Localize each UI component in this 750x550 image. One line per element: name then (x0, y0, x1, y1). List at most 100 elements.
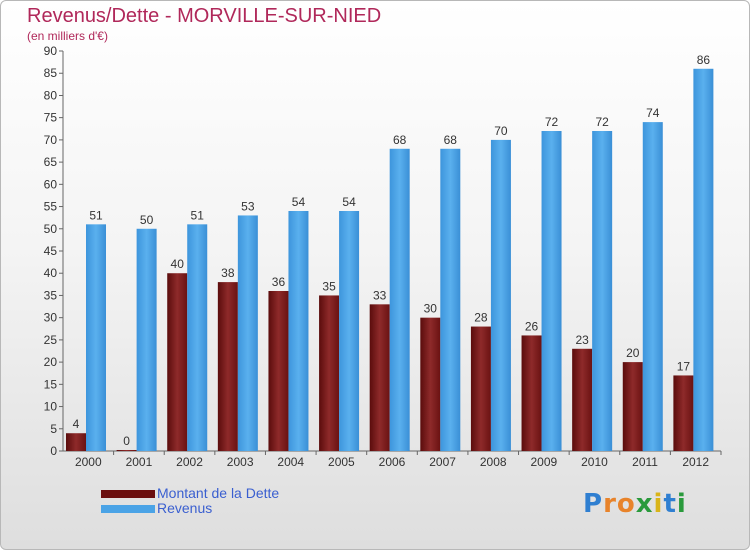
data-label-revenus: 86 (697, 53, 711, 67)
data-label-dette: 20 (626, 346, 640, 360)
bar-revenus (693, 68, 714, 452)
data-label-revenus: 74 (646, 106, 660, 120)
x-tick-label: 2011 (632, 455, 658, 469)
bar-dette (217, 282, 238, 451)
data-label-dette: 38 (221, 266, 235, 280)
data-label-revenus: 53 (241, 199, 255, 213)
y-tick-label: 20 (44, 355, 58, 369)
bar-dette (319, 295, 340, 451)
data-label-revenus: 54 (292, 195, 306, 209)
data-label-dette: 23 (575, 333, 589, 347)
bar-revenus (642, 122, 663, 451)
data-label-dette: 30 (424, 302, 438, 316)
data-label-dette: 26 (525, 319, 539, 333)
data-label-revenus: 68 (444, 133, 458, 147)
bar-revenus (237, 215, 258, 451)
logo-letter: r (603, 489, 617, 519)
x-tick-label: 2004 (277, 455, 304, 469)
y-tick-label: 25 (44, 333, 58, 347)
data-label-dette: 28 (474, 311, 488, 325)
bar-revenus (592, 131, 613, 451)
data-label-revenus: 70 (494, 124, 508, 138)
x-tick-label: 2001 (126, 455, 153, 469)
x-tick-label: 2007 (429, 455, 456, 469)
data-label-revenus: 50 (140, 213, 154, 227)
x-tick-label: 2003 (227, 455, 254, 469)
data-label-revenus: 54 (342, 195, 356, 209)
bar-revenus (288, 211, 309, 451)
bar-dette (116, 450, 137, 451)
y-tick-label: 35 (44, 288, 58, 302)
bar-dette (66, 433, 86, 451)
logo-letter: o (616, 489, 636, 519)
logo-letter: P (583, 489, 604, 519)
y-tick-label: 40 (44, 266, 58, 280)
y-tick-label: 80 (44, 88, 58, 102)
x-tick-label: 2008 (480, 455, 507, 469)
bar-dette (622, 362, 643, 451)
bar-dette (572, 348, 593, 451)
y-tick-label: 55 (44, 200, 58, 214)
data-label-dette: 40 (171, 257, 185, 271)
bar-dette (470, 326, 491, 451)
bar-revenus (440, 148, 461, 451)
legend-swatch-dette (101, 490, 155, 498)
bar-revenus (339, 211, 360, 451)
bar-dette (268, 291, 289, 451)
logo-letter: x (635, 489, 654, 519)
y-tick-label: 10 (44, 400, 58, 414)
bar-dette (167, 273, 188, 451)
y-tick-label: 70 (44, 133, 58, 147)
y-tick-label: 15 (44, 377, 58, 391)
chart-title: Revenus/Dette - MORVILLE-SUR-NIED (27, 5, 382, 27)
chart-subtitle: (en milliers d'€) (27, 29, 108, 43)
data-label-dette: 33 (373, 288, 387, 302)
logo-letter: i (653, 489, 664, 519)
y-tick-label: 90 (44, 44, 58, 58)
data-label-dette: 36 (272, 275, 286, 289)
bar-revenus (541, 131, 562, 451)
data-label-revenus: 51 (89, 208, 103, 222)
bar-dette (369, 304, 390, 451)
y-tick-label: 45 (44, 244, 58, 258)
data-label-revenus: 72 (545, 115, 559, 129)
x-tick-label: 2005 (328, 455, 355, 469)
y-tick-label: 30 (44, 311, 58, 325)
data-label-revenus: 72 (595, 115, 609, 129)
data-label-dette: 17 (677, 359, 691, 373)
y-tick-label: 65 (44, 155, 58, 169)
y-tick-label: 75 (44, 111, 58, 125)
x-tick-label: 2012 (682, 455, 709, 469)
bar-dette (521, 335, 542, 451)
logo-letter: i (676, 489, 687, 519)
bar-revenus (490, 139, 511, 451)
data-label-revenus: 68 (393, 133, 407, 147)
proxiti-logo: Proxiti (583, 489, 687, 519)
y-tick-label: 85 (44, 66, 58, 80)
x-tick-label: 2010 (581, 455, 608, 469)
y-tick-label: 50 (44, 222, 58, 236)
data-label-dette: 35 (322, 279, 336, 293)
x-tick-label: 2000 (75, 455, 102, 469)
legend-label-dette: Montant de la Dette (157, 485, 280, 501)
data-label-revenus: 51 (191, 208, 205, 222)
bar-revenus (389, 148, 410, 451)
y-tick-label: 5 (50, 422, 57, 436)
y-tick-label: 60 (44, 177, 58, 191)
x-tick-label: 2006 (379, 455, 406, 469)
logo-letter: t (663, 489, 677, 519)
legend-swatch-revenus (101, 505, 155, 513)
bar-dette (420, 317, 441, 451)
x-tick-label: 2009 (530, 455, 557, 469)
bar-revenus (86, 224, 106, 451)
bar-revenus (187, 224, 208, 451)
legend-label-revenus: Revenus (157, 500, 213, 516)
data-label-dette: 0 (123, 434, 130, 448)
bar-dette (673, 375, 694, 451)
data-label-dette: 4 (73, 417, 80, 431)
y-tick-label: 0 (50, 444, 57, 458)
bar-revenus (136, 228, 157, 451)
x-tick-label: 2002 (176, 455, 203, 469)
